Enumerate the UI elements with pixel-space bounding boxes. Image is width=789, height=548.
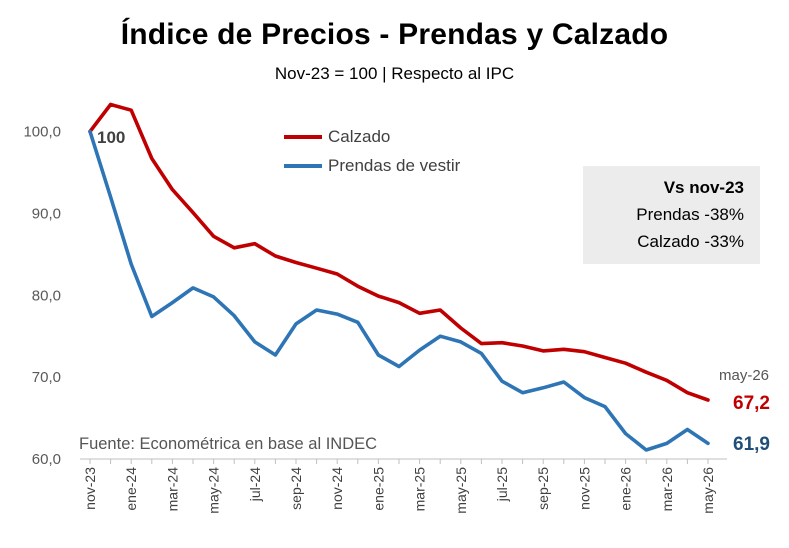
x-tick-label: may-26 [700,467,716,514]
start-value-label: 100 [97,128,126,147]
y-tick-label: 60,0 [32,451,61,468]
comparison-heading: Vs nov-23 [663,178,744,197]
x-tick-label: ene-25 [370,467,386,511]
x-tick-label: sep-24 [288,467,304,510]
y-tick-label: 70,0 [32,369,61,386]
last-date-label: may-26 [719,367,770,384]
y-tick-label: 80,0 [32,287,61,304]
x-tick-label: jul-25 [494,467,510,502]
x-tick-label: sep-25 [535,467,551,510]
x-tick-label: mar-26 [659,467,675,512]
x-tick-label: jul-24 [247,467,263,502]
x-tick-label: may-25 [453,467,469,514]
last-value-calzado: 67,2 [733,393,770,414]
x-tick-label: nov-25 [576,467,592,510]
x-tick-label: mar-25 [412,467,428,512]
x-tick-label: ene-26 [618,467,634,511]
legend-label-calzado: Calzado [328,127,391,146]
legend-label-prendas: Prendas de vestir [328,156,461,175]
y-tick-label: 90,0 [32,205,61,222]
source-note: Fuente: Econométrica en base al INDEC [79,435,378,453]
x-tick-label: ene-24 [123,467,139,511]
x-tick-label: nov-23 [82,467,98,510]
last-value-prendas: 61,9 [733,434,770,455]
x-tick-label: nov-24 [329,467,345,510]
x-tick-label: mar-24 [164,467,180,512]
comparison-calzado: Calzado -33% [637,232,744,251]
comparison-prendas: Prendas -38% [636,205,744,224]
chart-subtitle: Nov-23 = 100 | Respecto al IPC [274,64,515,83]
x-tick-label: may-24 [206,467,222,514]
chart-title: Índice de Precios - Prendas y Calzado [120,18,669,51]
comparison-box: Vs nov-23 Prendas -38% Calzado -33% [583,166,760,264]
y-tick-label: 100,0 [23,124,61,141]
